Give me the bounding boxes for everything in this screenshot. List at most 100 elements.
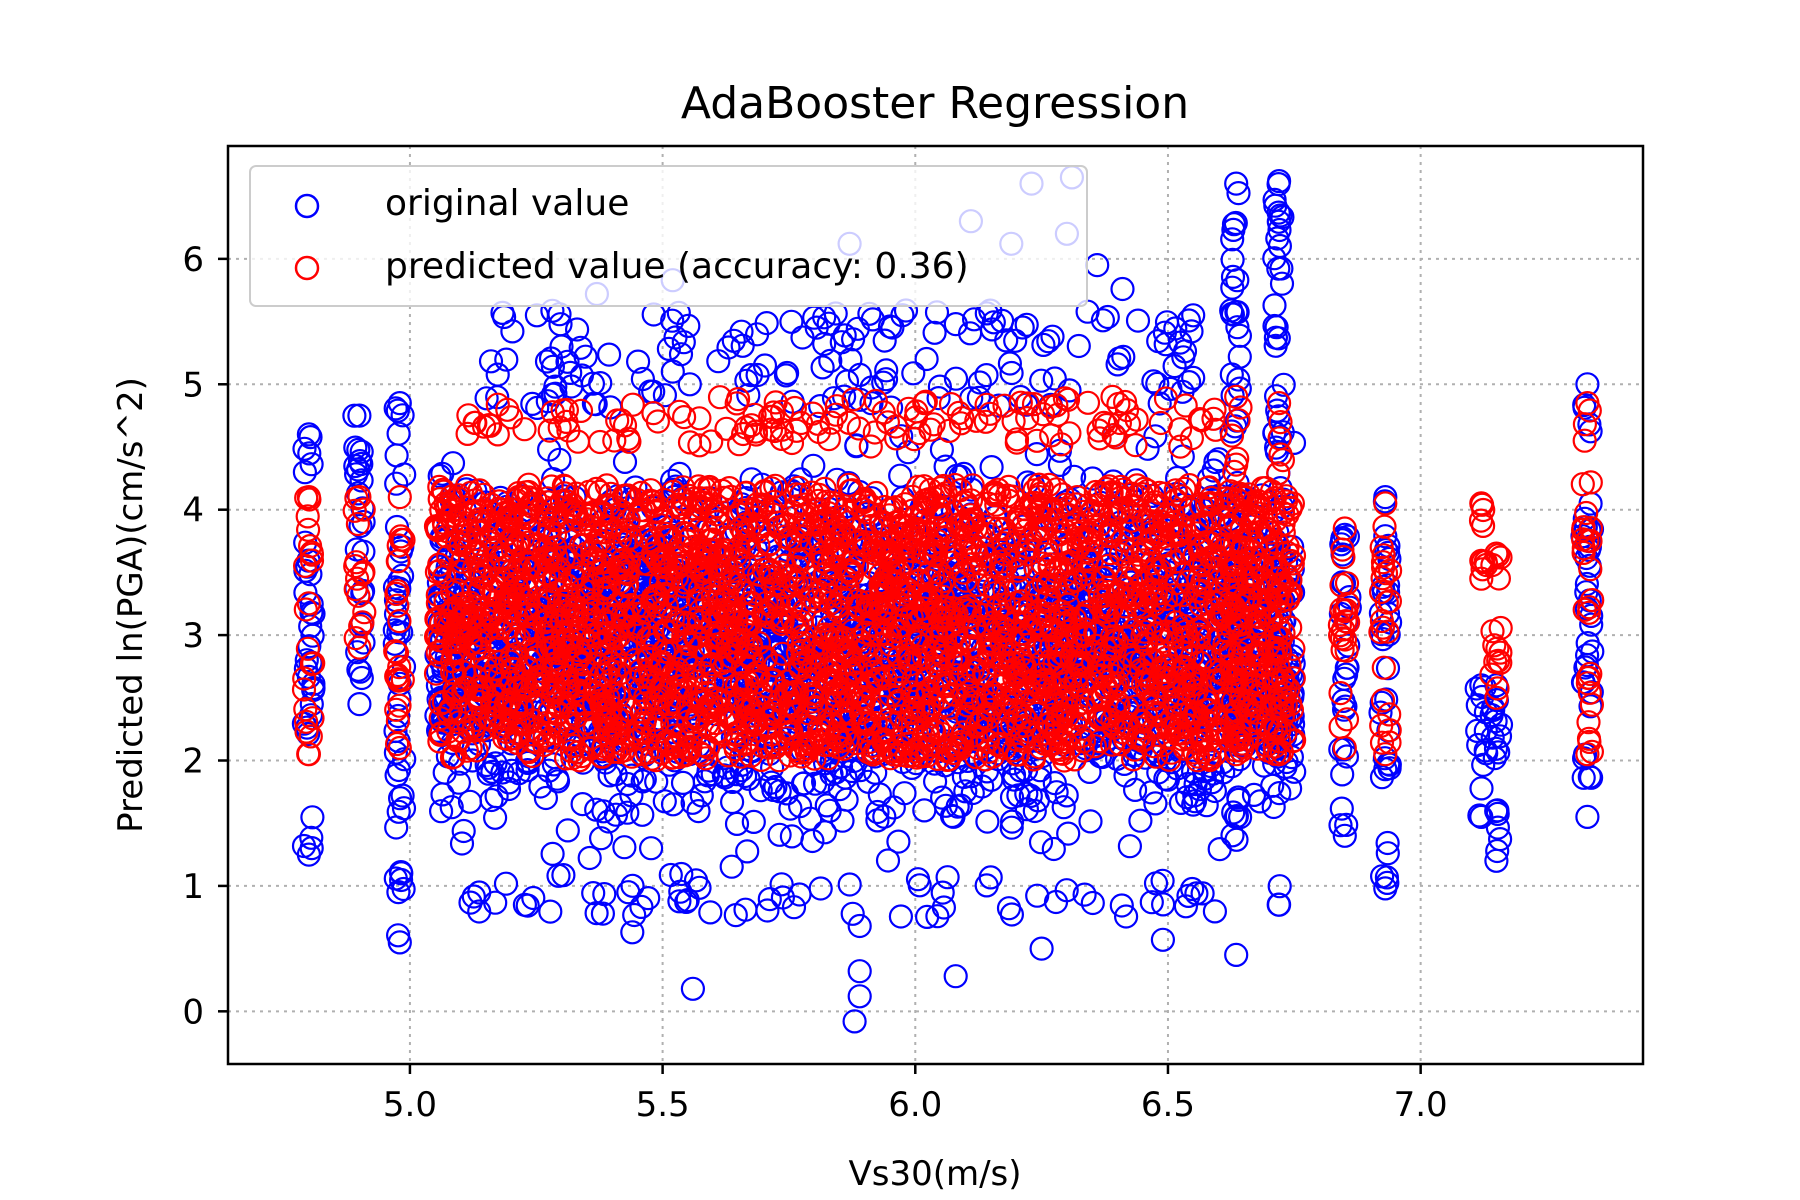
data-point	[1487, 826, 1513, 852]
data-point	[1277, 776, 1303, 801]
data-point	[1469, 776, 1494, 801]
data-point	[1373, 757, 1398, 782]
data-point	[800, 828, 825, 854]
data-point	[348, 513, 373, 539]
data-point	[1485, 815, 1511, 840]
data-point	[1220, 227, 1245, 252]
data-point	[1078, 809, 1103, 834]
data-point	[999, 809, 1025, 834]
data-point	[1168, 790, 1194, 816]
data-point	[1201, 458, 1226, 483]
data-point	[343, 435, 368, 460]
data-point	[875, 848, 901, 873]
data-point	[292, 436, 317, 461]
data-point	[386, 799, 411, 824]
data-point	[386, 619, 411, 645]
data-point	[429, 799, 454, 824]
data-point	[382, 631, 407, 656]
data-point	[1265, 226, 1290, 251]
data-point	[999, 815, 1024, 840]
data-point	[1573, 655, 1598, 680]
data-point	[1226, 181, 1251, 206]
data-point	[349, 665, 374, 691]
data-point	[1220, 275, 1245, 300]
data-point	[941, 804, 966, 829]
data-point	[1054, 783, 1079, 808]
data-point	[584, 797, 609, 822]
data-point	[1572, 392, 1597, 418]
data-point	[1221, 217, 1246, 242]
data-point	[1330, 762, 1355, 787]
data-point	[1207, 836, 1232, 862]
data-point	[499, 758, 524, 783]
data-point	[299, 835, 324, 861]
data-point	[1331, 697, 1357, 722]
data-point	[1266, 209, 1291, 234]
data-point	[724, 811, 750, 837]
data-point	[446, 770, 471, 795]
data-point	[1262, 313, 1287, 339]
data-point	[439, 795, 464, 820]
data-point	[390, 783, 415, 808]
data-point	[1006, 783, 1031, 808]
data-point	[1485, 838, 1510, 864]
data-point	[389, 861, 414, 886]
data-point	[945, 794, 970, 819]
data-point	[892, 781, 917, 806]
data-point	[1374, 865, 1400, 890]
data-point	[660, 792, 686, 817]
data-point	[1335, 655, 1360, 680]
data-point	[451, 818, 476, 844]
data-point	[630, 802, 655, 827]
data-point	[763, 774, 788, 800]
data-point	[1224, 171, 1249, 196]
data-point	[488, 550, 514, 576]
data-point	[490, 760, 515, 785]
data-point	[390, 403, 415, 428]
data-point	[383, 396, 408, 421]
data-point	[1051, 795, 1076, 820]
data-point	[297, 441, 322, 466]
data-point	[392, 462, 417, 487]
data-point	[528, 774, 553, 799]
data-point	[1484, 798, 1509, 824]
data-point	[1571, 765, 1596, 790]
data-point	[1267, 874, 1292, 899]
data-point	[349, 468, 374, 493]
data-point	[1225, 315, 1250, 340]
data-point	[1135, 436, 1160, 461]
data-point	[1181, 792, 1206, 817]
data-point	[736, 766, 761, 791]
data-point	[555, 818, 580, 843]
data-point	[343, 453, 368, 479]
data-point	[424, 703, 449, 728]
data-point	[449, 831, 475, 856]
data-point	[392, 747, 417, 772]
data-point	[515, 757, 540, 783]
data-point	[386, 923, 411, 948]
data-point	[1056, 821, 1081, 846]
data-point	[388, 786, 413, 811]
data-point	[299, 600, 324, 625]
data-point	[342, 403, 367, 428]
data-point	[1334, 812, 1359, 838]
data-point	[545, 766, 570, 791]
data-point	[1575, 804, 1600, 830]
data-point	[299, 825, 324, 850]
data-point	[1479, 702, 1504, 728]
data-point	[570, 791, 595, 817]
data-point	[541, 752, 567, 777]
data-point	[922, 751, 947, 776]
data-point	[670, 770, 696, 796]
data-point	[588, 826, 614, 851]
data-point	[1028, 830, 1054, 855]
data-point	[767, 822, 792, 847]
data-point	[1128, 808, 1153, 833]
data-point	[390, 563, 415, 589]
data-point	[1077, 759, 1102, 785]
data-point	[384, 471, 409, 496]
data-point	[1482, 745, 1507, 771]
data-point	[865, 808, 890, 833]
data-point	[975, 809, 1000, 834]
